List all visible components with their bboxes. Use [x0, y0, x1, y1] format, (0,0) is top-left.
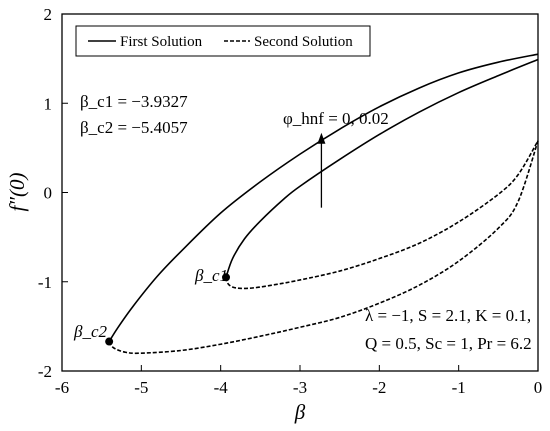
critical-points [105, 273, 231, 346]
second-solution-curve-2 [225, 140, 539, 290]
phi-annotation: φ_hnf = 0, 0.02 [283, 109, 389, 128]
y-tick-label: -2 [38, 362, 52, 381]
x-tick-label: -3 [293, 378, 307, 397]
params-annotation-line2: Q = 0.5, Sc = 1, Pr = 6.2 [365, 334, 532, 353]
y-axis: -2 -1 0 1 2 [38, 5, 68, 381]
x-axis-title: β [294, 400, 306, 424]
arrow-head [317, 132, 326, 144]
point-c1-label: β_c1 [194, 266, 228, 285]
beta-c1-annotation: β_c1 = −3.9327 [80, 92, 188, 111]
legend-label-second: Second Solution [254, 34, 353, 50]
x-tick-label: -6 [55, 378, 69, 397]
x-tick-label: -5 [134, 378, 148, 397]
x-tick-label: -1 [452, 378, 466, 397]
beta-c2-annotation: β_c2 = −5.4057 [80, 118, 188, 137]
first-solution-curve-0 [225, 58, 539, 278]
phi-arrow [317, 132, 326, 208]
y-tick-label: 2 [44, 5, 53, 24]
first-solution-curve-1 [108, 53, 539, 342]
series-layer [108, 53, 539, 355]
y-axis-title: f″(0) [5, 172, 29, 211]
y-tick-label: 1 [44, 94, 53, 113]
x-tick-label: 0 [534, 378, 543, 397]
y-tick-label: -1 [38, 273, 52, 292]
legend: First Solution Second Solution [75, 25, 371, 57]
x-tick-label: -2 [372, 378, 386, 397]
y-tick-label: 0 [44, 184, 53, 203]
point-c2-label: β_c2 [73, 322, 108, 341]
second-solution-curve-3 [108, 140, 539, 355]
x-tick-label: -4 [214, 378, 229, 397]
params-annotation-line1: λ = −1, S = 2.1, K = 0.1, [365, 306, 531, 325]
x-axis: -6 -5 -4 -3 -2 -1 0 [55, 365, 542, 397]
critical-point-2 [105, 337, 114, 346]
legend-box [75, 25, 371, 57]
critical-point-1 [222, 273, 231, 282]
legend-label-first: First Solution [120, 34, 203, 50]
